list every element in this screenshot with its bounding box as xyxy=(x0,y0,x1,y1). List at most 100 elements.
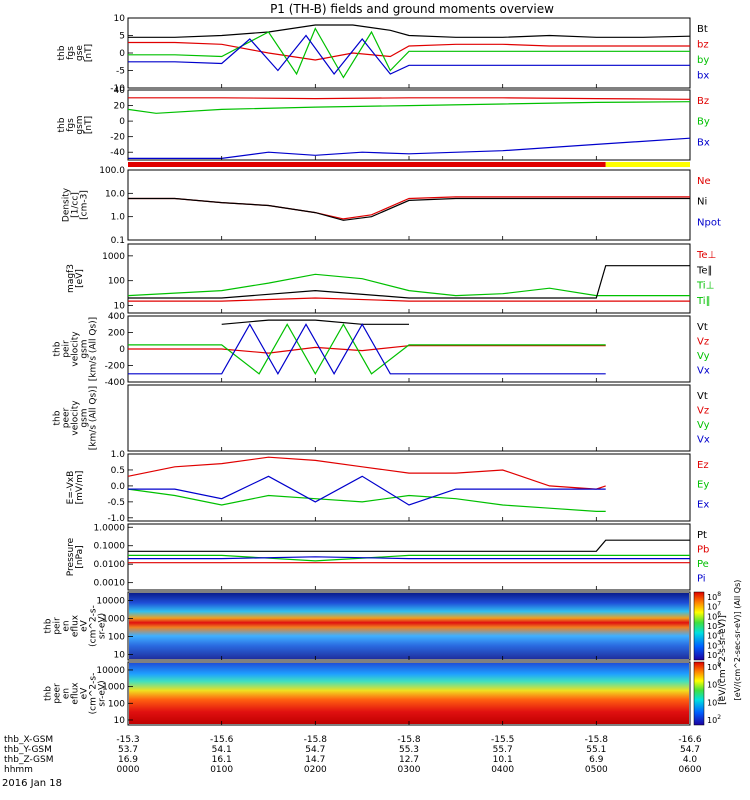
legend-entry: Vx xyxy=(697,366,710,377)
colorbar-label-top: [eV/(cm^2-sec-sr-eV)] (All Qs) xyxy=(733,580,742,701)
series-line-Ti⊥ xyxy=(127,273,690,297)
series-line-bz xyxy=(128,41,690,61)
legend-entry: Ex xyxy=(697,499,709,510)
x-row-value: -15.8 xyxy=(304,735,328,745)
legend-entry: bz xyxy=(697,40,709,51)
x-row-value: 12.7 xyxy=(399,755,419,765)
y-axis-label: peir xyxy=(53,617,63,635)
spectrogram-fill xyxy=(129,593,689,659)
y-axis-label: thb xyxy=(53,341,63,356)
y-tick-label: -1.0 xyxy=(107,514,125,524)
legend-entry: Ey xyxy=(697,480,709,491)
y-tick-label: 0.5 xyxy=(111,466,125,476)
y-tick-label: 5 xyxy=(119,32,125,42)
x-row-value: 54.1 xyxy=(212,745,232,755)
y-tick-label: 100 xyxy=(108,277,125,287)
x-row-name: thb_X-GSM xyxy=(4,735,53,745)
panel-p10: 108 106 104 102 10000 1000 100 10 thb peer en eflux… xyxy=(44,661,722,726)
y-axis-label: en xyxy=(62,688,72,699)
y-tick-label: -40 xyxy=(110,148,125,158)
legend-entry: Ez xyxy=(697,460,709,471)
legend-entry: Te⊥ xyxy=(696,250,716,261)
y-axis-label: eflux xyxy=(71,614,81,637)
colorbar-tick-label: 102 xyxy=(707,649,721,660)
colorbar-tick-label: 106 xyxy=(707,610,721,621)
y-tick-label: 0.0 xyxy=(111,482,126,492)
y-axis-label: [nT] xyxy=(84,44,94,62)
y-axis-label: thb xyxy=(44,686,54,701)
legend-entry: Pt xyxy=(697,530,707,541)
x-row-value: -15.5 xyxy=(491,735,514,745)
y-axis-label: thb xyxy=(57,117,67,132)
y-tick-label: 40 xyxy=(114,86,126,96)
x-row-value: 54.7 xyxy=(305,745,325,755)
legend-entry: Ti∥ xyxy=(696,296,711,307)
y-tick-label: 0 xyxy=(119,117,125,127)
panel-frame xyxy=(127,243,691,314)
y-tick-label: -5 xyxy=(116,67,125,77)
colorbar xyxy=(693,591,705,661)
x-row-value: -15.3 xyxy=(116,735,139,745)
y-tick-label: 20 xyxy=(114,102,126,112)
legend-entry: Pb xyxy=(697,545,709,556)
y-axis-label: velocity xyxy=(71,331,81,367)
legend-entry: By xyxy=(697,117,710,128)
y-tick-label: 0 xyxy=(119,49,125,59)
y-tick-label: -20 xyxy=(110,133,125,143)
y-tick-label: -10 xyxy=(110,84,125,94)
y-tick-label: 10 xyxy=(114,14,126,24)
series-line-Ex xyxy=(128,475,606,506)
y-axis-label: [nT] xyxy=(84,116,94,134)
colorbar-label: [eV/(cm^2-s-sr-eV)] xyxy=(718,615,728,705)
y-tick-label: 0.0100 xyxy=(94,560,126,570)
y-axis-label: [1/cc] xyxy=(71,192,81,218)
x-row-value: 0500 xyxy=(585,765,608,775)
x-row-value: 0400 xyxy=(491,765,514,775)
spectrogram-fill xyxy=(129,663,689,724)
x-row-value: -15.8 xyxy=(585,735,609,745)
y-axis-label: [cm-3] xyxy=(80,190,90,220)
series-line-bx xyxy=(128,34,690,75)
y-tick-label: -0.5 xyxy=(107,498,125,508)
y-axis-label: thb xyxy=(44,618,54,633)
status-bar-yellow xyxy=(605,162,690,167)
y-axis-label: E=-VxB xyxy=(66,471,76,505)
x-row-value: 0300 xyxy=(398,765,421,775)
series-line-Vt xyxy=(221,319,409,325)
y-axis-label: peer xyxy=(62,407,72,428)
y-tick-label: 10000 xyxy=(96,597,125,607)
y-tick-label: 1.0 xyxy=(111,213,126,223)
y-tick-label: 10000 xyxy=(96,666,125,676)
colorbar-tick-label: 108 xyxy=(707,661,721,672)
colorbar-tick-label: 107 xyxy=(707,601,721,612)
y-axis-label: fgs xyxy=(66,46,76,60)
legend-entry: Bt xyxy=(697,24,708,35)
panel-p8: 1.0000 0.1000 0.0100 0.0010 Pressure [nPa] Pt P… xyxy=(66,523,709,591)
y-axis-label: (cm^2-s- xyxy=(89,673,99,715)
series-line-Pi xyxy=(128,556,690,560)
y-axis-label: Pressure xyxy=(66,537,76,576)
panel-p6: thb peer velocity gsm [km/s (All Qs)] Vt Vz Vy V… xyxy=(53,384,710,452)
y-axis-label: gsm xyxy=(75,115,85,134)
y-tick-label: 10 xyxy=(114,302,126,312)
legend-entry: Ti⊥ xyxy=(696,281,714,292)
x-row-value: 10.1 xyxy=(493,755,513,765)
x-row-value: 0600 xyxy=(679,765,702,775)
colorbar-tick-label: 104 xyxy=(707,696,721,707)
series-line-Ni xyxy=(128,197,690,221)
y-axis-label: eV xyxy=(80,619,90,632)
x-axis-labels: thb_X-GSM -15.3 -15.6 -15.8 -15.8 -15.5 -15.8 -… xyxy=(4,580,742,775)
y-axis-label: en xyxy=(62,620,72,631)
legend-entry: Vt xyxy=(697,322,708,333)
x-row-value: 55.3 xyxy=(399,745,419,755)
colorbar-tick-label: 105 xyxy=(707,620,721,631)
colorbar xyxy=(693,661,705,726)
legend-entry: Vt xyxy=(697,391,708,402)
x-row-name: thb_Z-GSM xyxy=(4,755,53,765)
legend-entry: Vy xyxy=(697,351,710,362)
series-line-By xyxy=(127,101,691,114)
panel-p7: 1.0 0.5 0.0 -0.5 -1.0 E=-VxB [mV/m] Ez Ey Ex xyxy=(66,450,709,524)
panel-frame xyxy=(127,17,691,89)
status-bar-red xyxy=(128,162,606,167)
y-axis-label: [km/s (All Qs)] xyxy=(89,386,99,450)
